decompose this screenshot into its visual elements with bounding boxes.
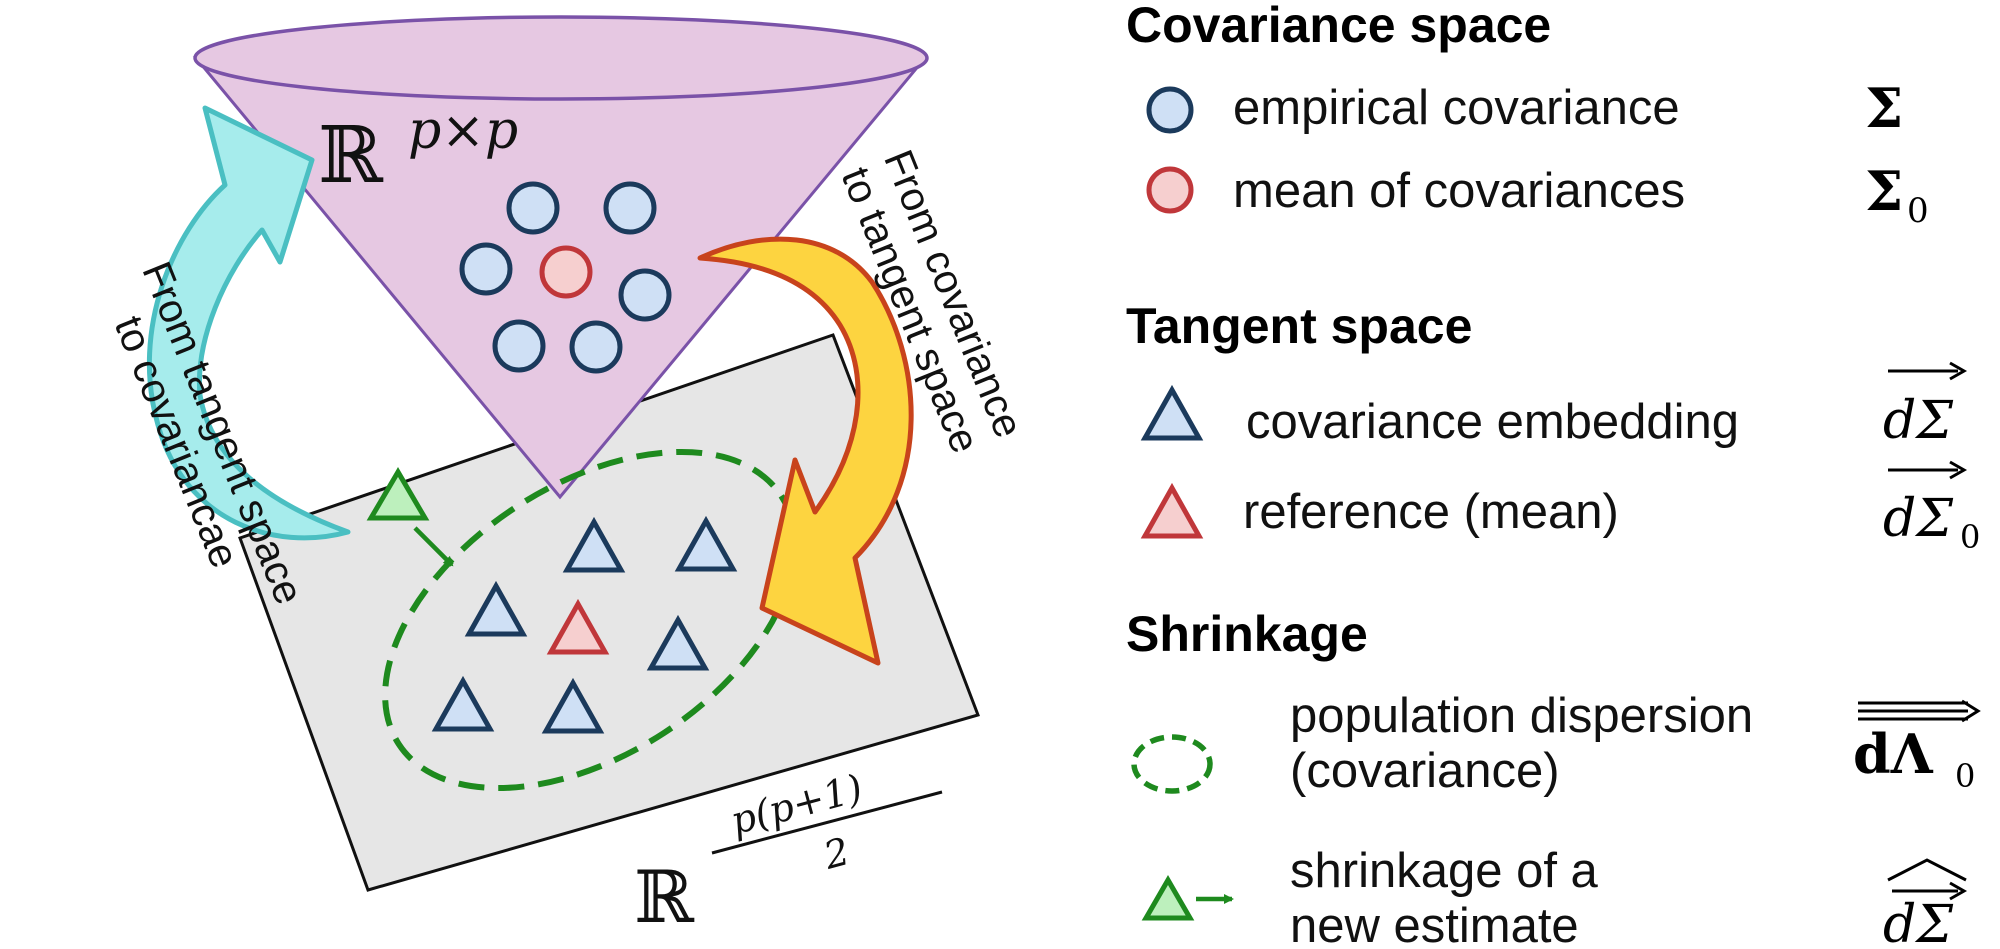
legend-label-reference-mean: reference (mean) [1243,485,1619,539]
cone-space-superscript: p×p [408,101,518,161]
legend-label-population-dispersion: population dispersion [1290,689,1753,743]
legend-heading-covariance-space: Covariance space [1126,0,1551,53]
legend-symbol-arrowhead-2 [1949,460,1968,480]
covariance-embedding-point [431,675,495,732]
legend-heading-shrinkage: Shrinkage [1126,606,1368,662]
covariance-embedding-point [646,614,710,671]
legend-symbol-d-lambda-0-subscript: 0 [1955,757,1975,795]
covariance-embedding-point [674,515,738,572]
legend-label-empirical-covariance: empirical covariance [1233,81,1680,135]
legend-symbol-arrowhead-1 [1949,361,1968,381]
legend-symbol-sigma-0: Σ [1865,159,1903,223]
legend-marker-red-triangle [1140,482,1204,539]
covariance-embedding-point [541,677,605,734]
legend-symbol-hat [1887,858,1967,882]
legend-heading-tangent-space: Tangent space [1126,298,1472,354]
population-dispersion-ellipse [382,448,798,792]
legend-label-covariance-paren: (covariance) [1290,744,1560,798]
covariance-to-tangent-arrow [697,236,914,666]
covariance-embedding-point [562,516,626,573]
new-estimate-point [366,467,430,521]
legend-marker-green-triangle [1141,875,1195,921]
empirical-covariance-point [569,320,623,374]
legend-symbol-d-lambda-0: dΛ [1853,722,1934,786]
empirical-covariance-point [459,242,513,296]
legend-marker-red-circle [1146,166,1194,214]
legend-label-mean-of-covariances: mean of covariances [1233,164,1685,218]
empirical-covariance-point [492,319,546,373]
empirical-covariance-point [603,181,657,235]
legend-label-shrinkage-of-a: shrinkage of a [1290,844,1599,898]
empirical-covariance-point [618,268,672,322]
covariance-embedding-points [431,515,738,734]
tangent-space-superscript-denominator: 2 [818,829,854,878]
tangent-space-fraction-bar [711,790,943,855]
legend-label-new-estimate: new estimate [1290,899,1579,949]
legend-marker-blue-circle [1146,86,1194,134]
legend-symbol-d-sigma-0: dΣ [1883,489,1953,549]
legend-marker-blue-triangle [1140,384,1204,441]
legend-symbol-d-sigma-0-subscript: 0 [1960,518,1980,556]
legend-symbol-d-sigma: dΣ [1883,391,1953,451]
legend-marker-dashed-ellipse [1131,734,1213,794]
empirical-covariance-point [506,181,560,235]
tangent-space-label: ℝ [634,855,695,939]
empirical-covariance-points [459,181,672,374]
legend: Covariance space empirical covariance Σ … [1126,0,1981,949]
legend-symbol-sigma-0-subscript: 0 [1907,191,1929,231]
covariance-embedding-point [464,580,528,637]
reference-mean-point [546,598,610,655]
shrinkage-arrow [413,526,454,567]
tangent-to-covariance-arrow [146,105,351,541]
cone-rim [193,15,929,101]
cone-space-label: ℝ [318,111,384,201]
legend-label-covariance-embedding: covariance embedding [1246,395,1739,449]
legend-symbol-arrowhead-3 [1949,881,1968,901]
legend-symbol-double-arrowhead [1961,699,1981,723]
legend-symbol-sigma: Σ [1865,76,1903,140]
mean-covariance-point [539,245,593,299]
legend-symbol-d-sigma-hat: dΣ [1883,895,1953,949]
